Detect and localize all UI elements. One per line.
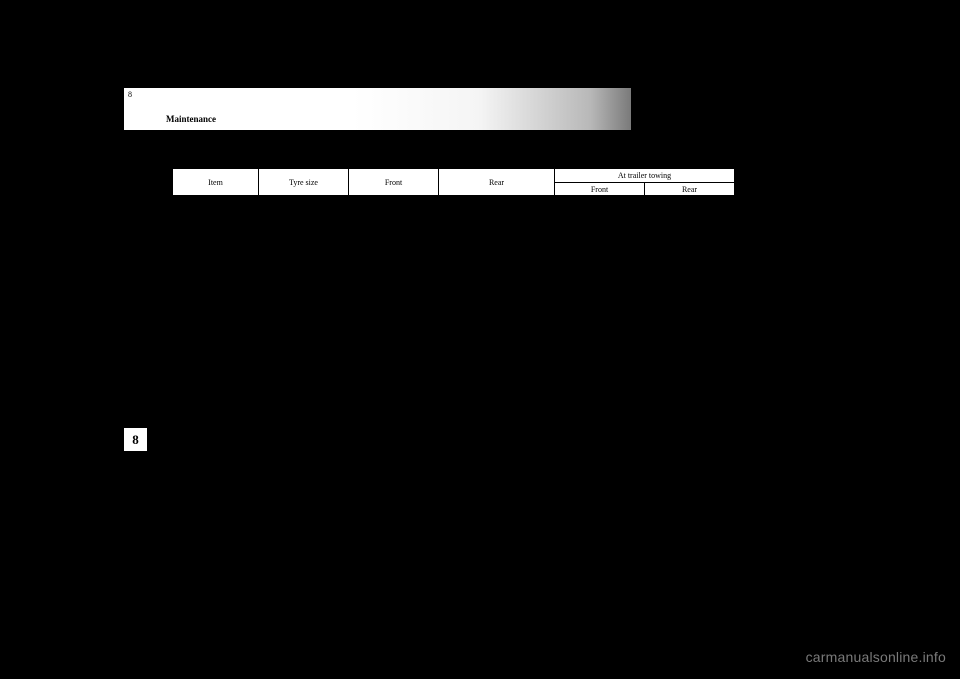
manual-page: 8 Maintenance Item Tyre size Front Rear … (124, 88, 829, 591)
chapter-tab: 8 (124, 428, 147, 451)
tyre-pressure-table: Item Tyre size Front Rear At trailer tow… (172, 168, 735, 196)
col-header-trailer-rear: Rear (645, 183, 735, 196)
section-heading: Maintenance (166, 114, 216, 124)
col-header-tyre-size: Tyre size (259, 169, 349, 196)
col-header-item: Item (173, 169, 259, 196)
watermark-text: carmanualsonline.info (806, 649, 946, 665)
header-bar: 8 Maintenance (124, 88, 631, 130)
col-header-trailer-group: At trailer towing (555, 169, 735, 183)
col-header-trailer-front: Front (555, 183, 645, 196)
col-header-front: Front (349, 169, 439, 196)
page-number-top: 8 (128, 90, 132, 99)
col-header-rear: Rear (439, 169, 555, 196)
